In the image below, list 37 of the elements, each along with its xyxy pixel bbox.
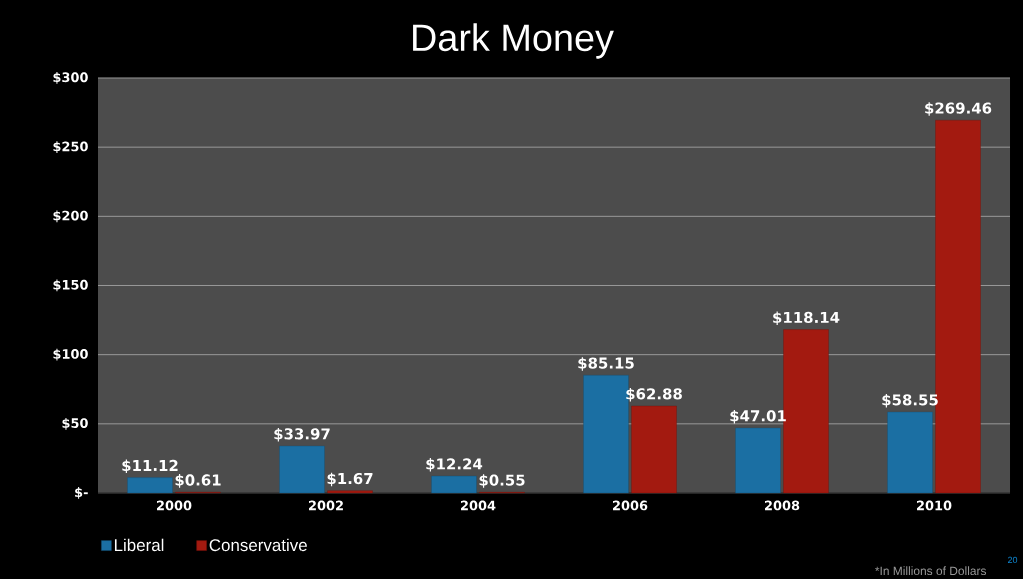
y-tick-label: $100 bbox=[53, 348, 88, 361]
legend-label: Conservative bbox=[209, 538, 307, 552]
chart-title: Dark Money bbox=[413, 23, 614, 59]
bar bbox=[431, 475, 477, 494]
bar bbox=[327, 490, 373, 494]
bar bbox=[631, 405, 677, 494]
x-tick-label: 2010 bbox=[917, 500, 952, 511]
data-label: $0.61 bbox=[175, 474, 221, 488]
x-tick-label: 2008 bbox=[765, 500, 800, 511]
legend-label: Liberal bbox=[114, 538, 164, 552]
x-tick-label: 2000 bbox=[157, 500, 192, 511]
x-tick-label: 2002 bbox=[309, 500, 343, 511]
data-label: $0.55 bbox=[479, 474, 525, 488]
data-label: $1.67 bbox=[327, 472, 373, 487]
text: 20 bbox=[1007, 556, 1018, 564]
y-tick-label: $300 bbox=[53, 72, 88, 84]
bar bbox=[735, 427, 781, 494]
y-tick-label: $250 bbox=[53, 141, 88, 154]
data-label: $12.24 bbox=[426, 458, 483, 472]
bar bbox=[279, 445, 325, 494]
y-tick-label: $- bbox=[75, 487, 88, 499]
y-tick-label: $50 bbox=[62, 417, 88, 430]
bar bbox=[127, 477, 173, 494]
data-label: $47.01 bbox=[730, 409, 786, 424]
data-label: $85.15 bbox=[578, 357, 634, 371]
data-label: $11.12 bbox=[122, 459, 178, 474]
bar bbox=[887, 411, 933, 494]
x-tick-label: 2006 bbox=[613, 500, 648, 511]
text: *In Millions of Dollars bbox=[875, 566, 987, 576]
data-label: $62.88 bbox=[626, 387, 682, 402]
data-label: $58.55 bbox=[882, 393, 938, 408]
data-label: $269.46 bbox=[925, 102, 992, 116]
data-label: $118.14 bbox=[773, 311, 840, 326]
y-tick-label: $200 bbox=[53, 210, 88, 223]
y-tick-label: $150 bbox=[53, 279, 88, 292]
data-label: $33.97 bbox=[274, 427, 330, 442]
x-tick-label: 2004 bbox=[461, 500, 496, 511]
